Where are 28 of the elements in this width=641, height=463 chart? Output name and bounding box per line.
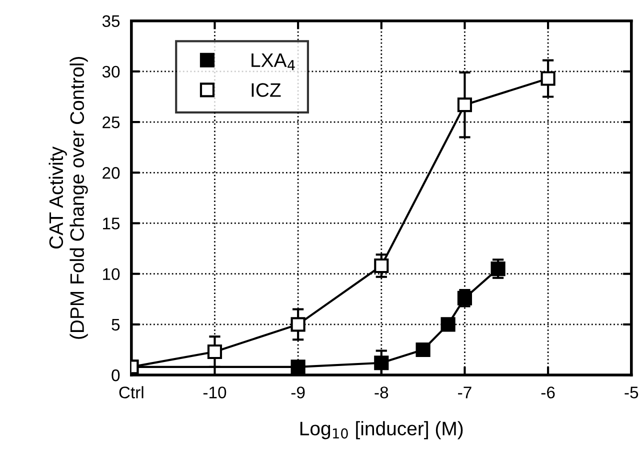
x-tick-label: -5 [624,386,638,398]
point [290,317,306,332]
point [374,356,389,370]
x-tick-label: -6 [541,386,555,398]
legend-label: ICZ [252,83,281,97]
y-tick-label: 20 [102,167,120,179]
y-tick-label: 0 [112,369,120,382]
point [374,258,389,274]
y-tick-label: 10 [103,268,120,280]
point [440,317,456,332]
y-tick-label: 35 [102,15,120,28]
point [457,98,472,112]
legend-label: LXA$_{4}$ [252,54,295,70]
x-tick-label: -7 [458,386,472,398]
y-axis-title: CAT Activity (DPM Fold Change over Control) [48,57,88,339]
x-tick-label: -10 [203,386,226,398]
point [540,71,556,86]
x-axis-title: Log$_{10}$ [inducer] (M) [300,421,463,440]
y-tick-label: 5 [112,319,120,331]
y-tick-label: 30 [102,66,120,78]
x-tick-label: Ctrl [119,386,144,398]
y-tick-label: 15 [103,218,120,230]
point [290,360,306,374]
y-tick-label: 25 [102,116,120,128]
point [416,342,430,358]
x-tick-label: -8 [374,386,388,398]
point [207,344,222,360]
x-tick-label: -9 [291,386,305,398]
